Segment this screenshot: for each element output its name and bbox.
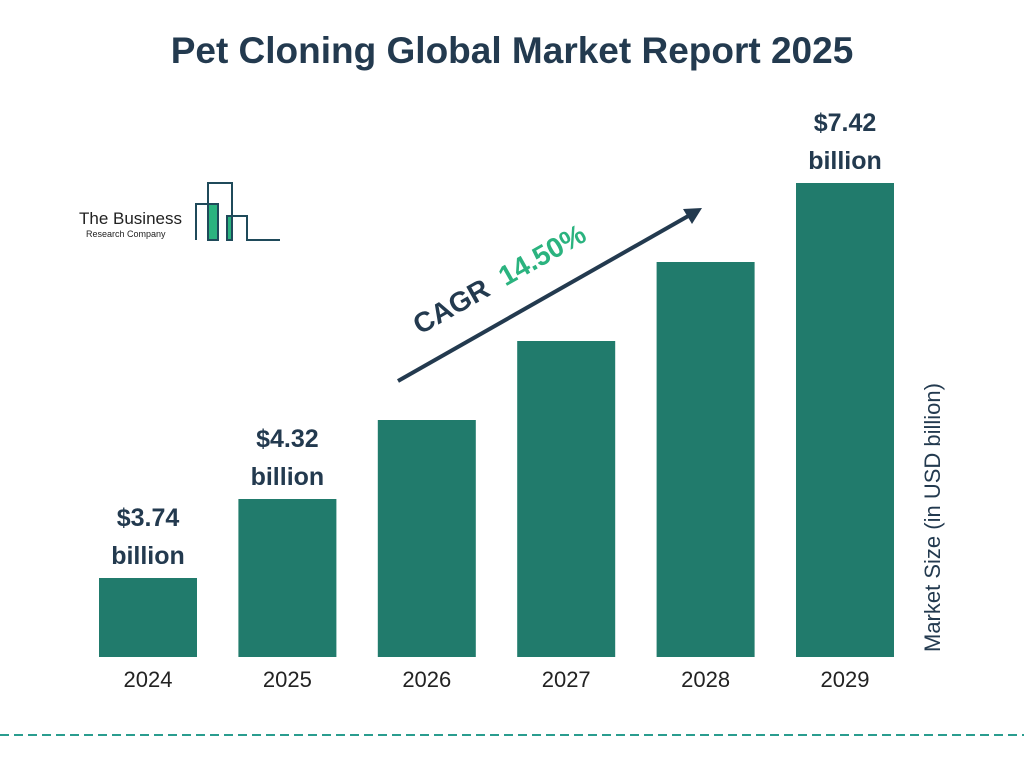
x-tick-label: 2028 xyxy=(681,667,730,692)
data-label: $4.32 xyxy=(256,425,319,453)
data-label: billion xyxy=(111,542,185,570)
data-label: $3.74 xyxy=(117,504,180,532)
logo-bar-icon xyxy=(208,205,217,240)
data-label: billion xyxy=(808,147,882,175)
cagr-arrow xyxy=(397,213,691,383)
logo: The Business Research Company xyxy=(79,182,280,241)
bar-2026 xyxy=(377,420,476,657)
data-label: $7.42 xyxy=(814,109,877,137)
bar-2029 xyxy=(796,183,894,657)
x-tick-label: 2024 xyxy=(124,667,173,692)
bar-2025 xyxy=(238,499,337,657)
bar-2028 xyxy=(656,262,755,657)
data-label: billion xyxy=(251,463,325,491)
chart-title: Pet Cloning Global Market Report 2025 xyxy=(170,30,854,71)
arrow-head-icon xyxy=(683,208,702,224)
cagr-label: CAGR xyxy=(408,273,495,341)
bar-2027 xyxy=(517,341,616,657)
x-tick-label: 2029 xyxy=(821,667,870,692)
x-tick-label: 2026 xyxy=(402,667,451,692)
logo-line1: The Business xyxy=(79,209,182,228)
logo-bar-icon xyxy=(227,216,232,240)
logo-line2: Research Company xyxy=(86,229,166,239)
x-tick-label: 2027 xyxy=(542,667,591,692)
bar-2024 xyxy=(99,578,197,657)
logo-buildings-icon xyxy=(195,182,280,241)
x-tick-label: 2025 xyxy=(263,667,312,692)
y-axis-label: Market Size (in USD billion) xyxy=(920,383,945,652)
